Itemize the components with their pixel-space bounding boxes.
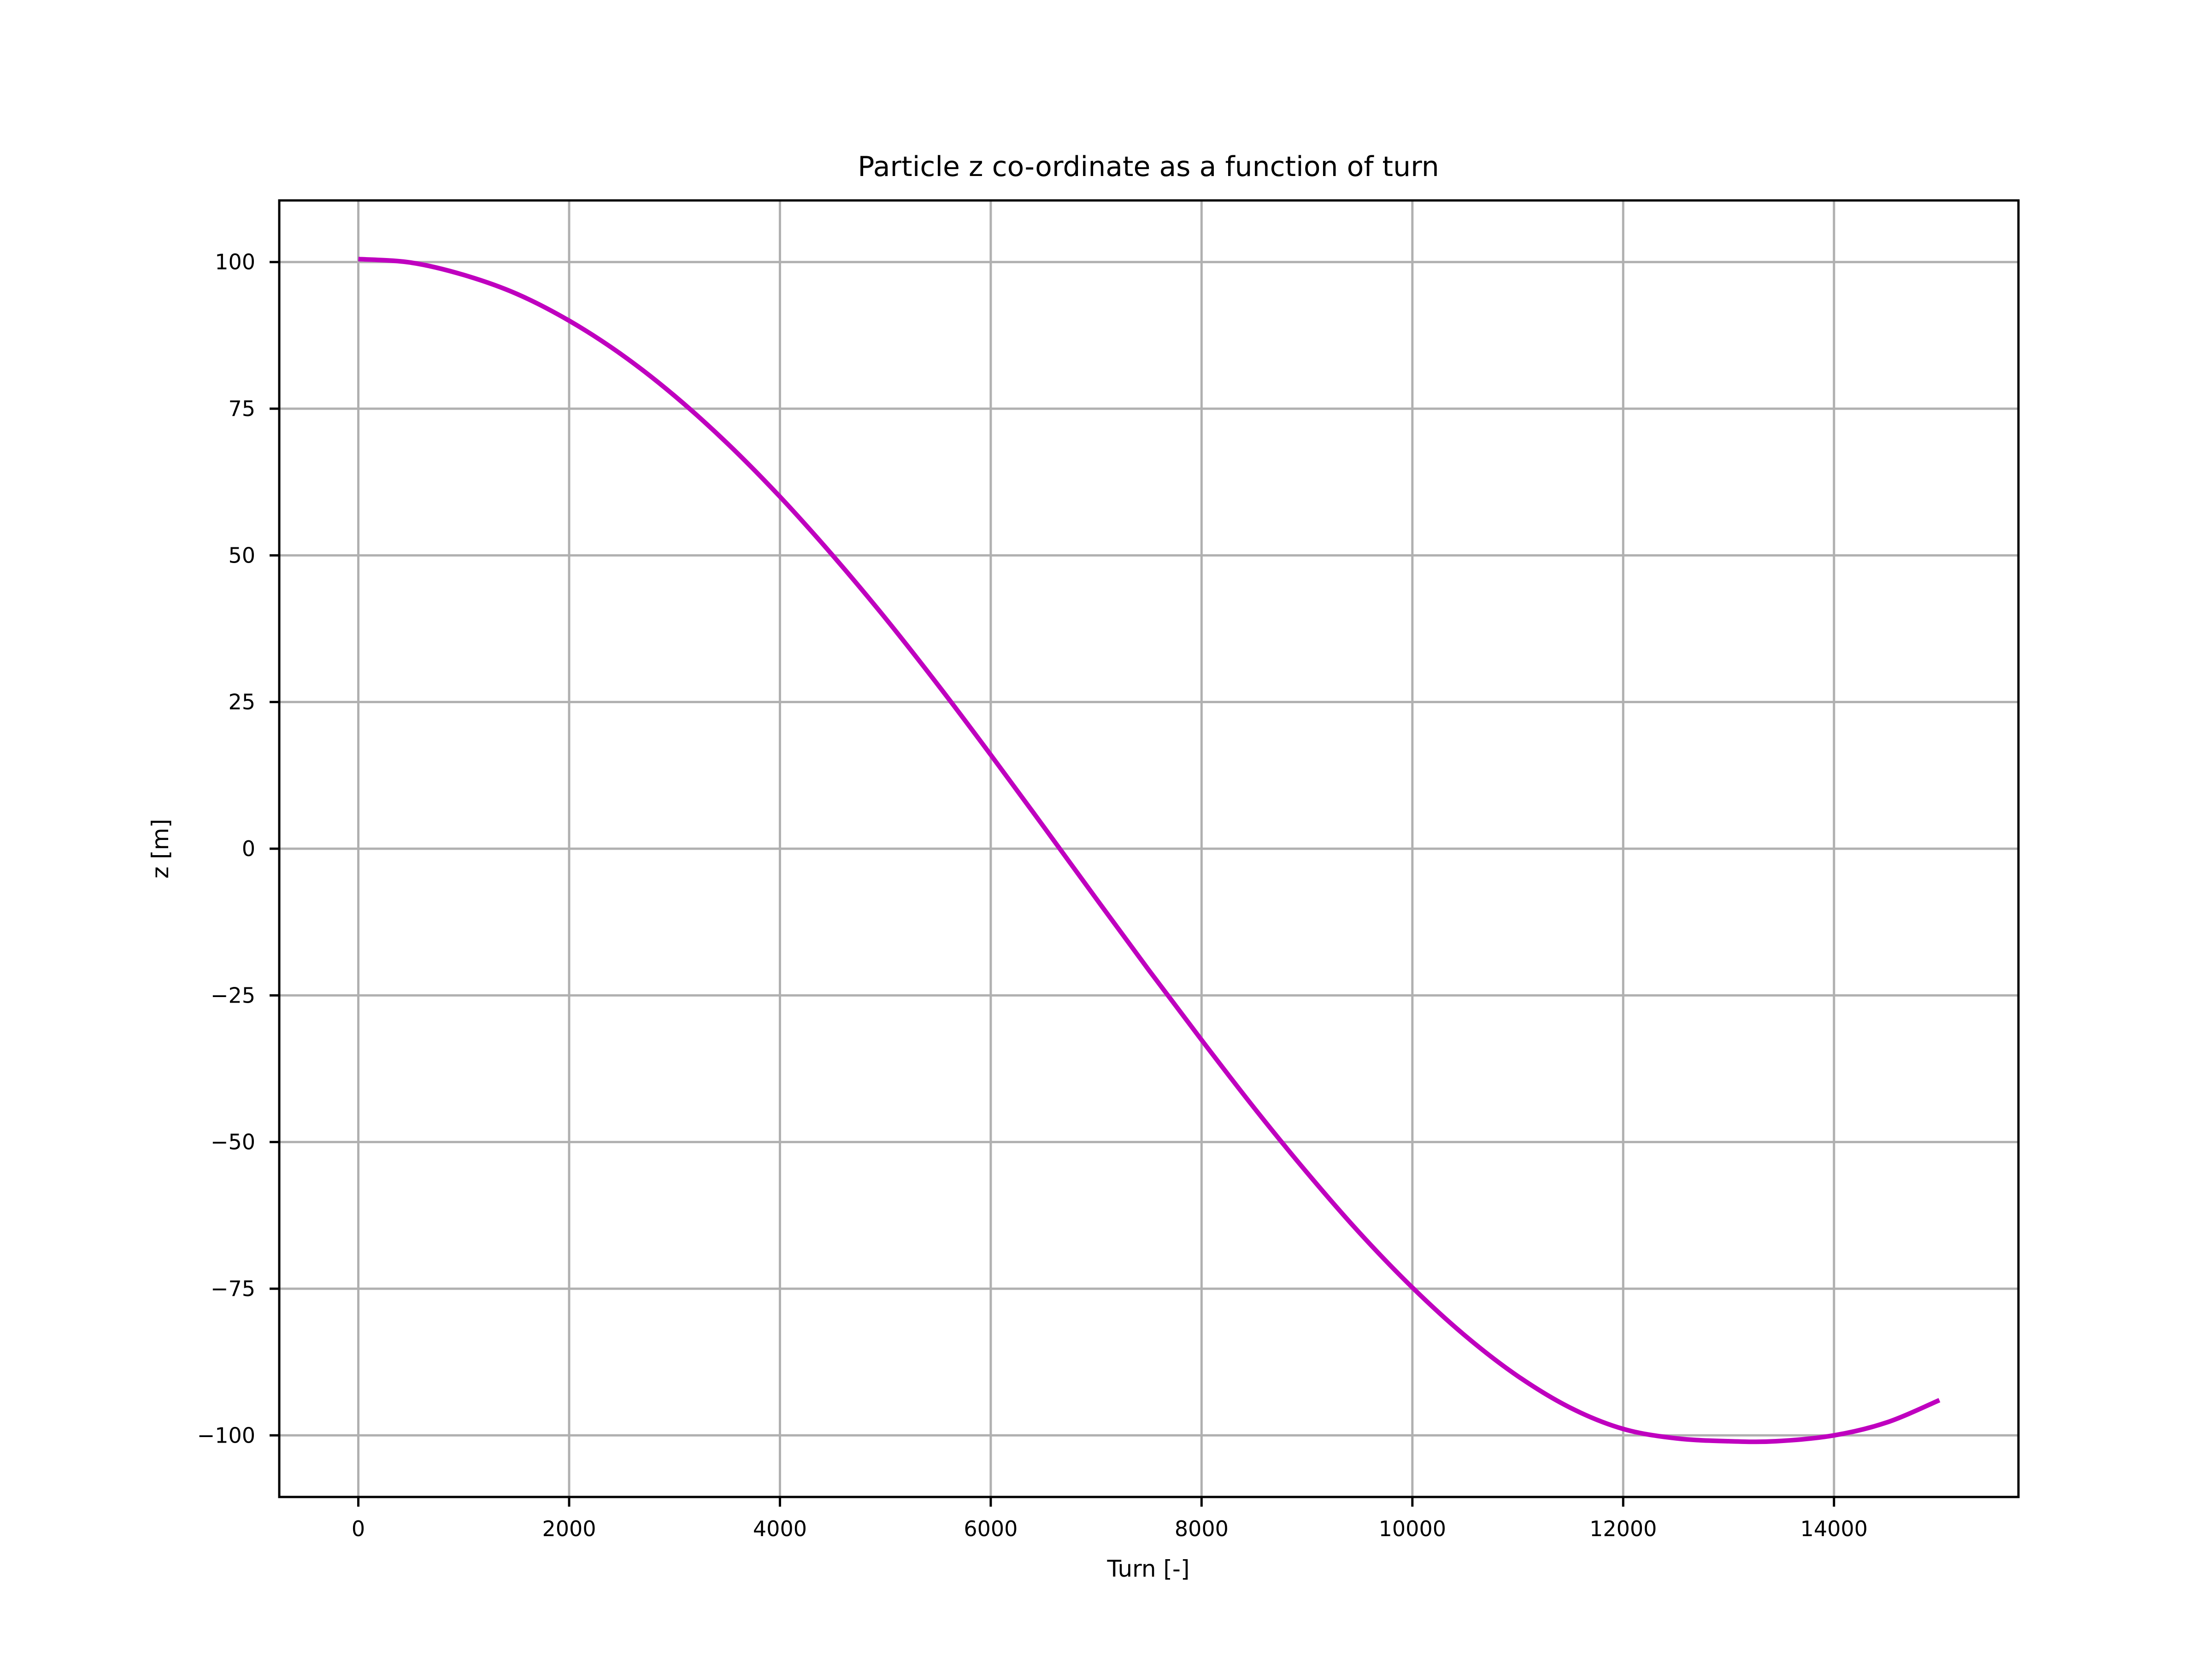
x-tick-label: 4000 [753,1516,807,1541]
y-tick-label: −25 [211,983,255,1008]
chart-title: Particle z co-ordinate as a function of … [858,151,1439,183]
y-tick-label: −75 [211,1276,255,1301]
axis-ticks: 0 2000 4000 6000 8000 10000 12000 14000 100 75 50 2… [197,250,1868,1541]
y-tick-label: −100 [197,1423,255,1448]
x-tick-label: 6000 [964,1516,1018,1541]
y-tick-label: 100 [215,250,255,275]
y-axis-label: z [m] [147,819,174,879]
x-axis-label: Turn [-] [1107,1555,1190,1582]
x-tick-label: 10000 [1379,1516,1446,1541]
x-tick-label: 14000 [1800,1516,1868,1541]
x-tick-label: 2000 [542,1516,596,1541]
x-tick-label: 0 [352,1516,365,1541]
series-line [358,257,1941,1444]
y-tick-label: 50 [228,543,255,568]
y-tick-label: 75 [228,396,255,421]
x-tick-label: 8000 [1175,1516,1229,1541]
y-tick-label: −50 [211,1130,255,1155]
y-tick-label: 0 [242,836,255,861]
y-tick-label: 25 [228,690,255,715]
series-layer [358,257,1941,1444]
x-tick-label: 12000 [1589,1516,1657,1541]
gridlines [279,200,2018,1497]
